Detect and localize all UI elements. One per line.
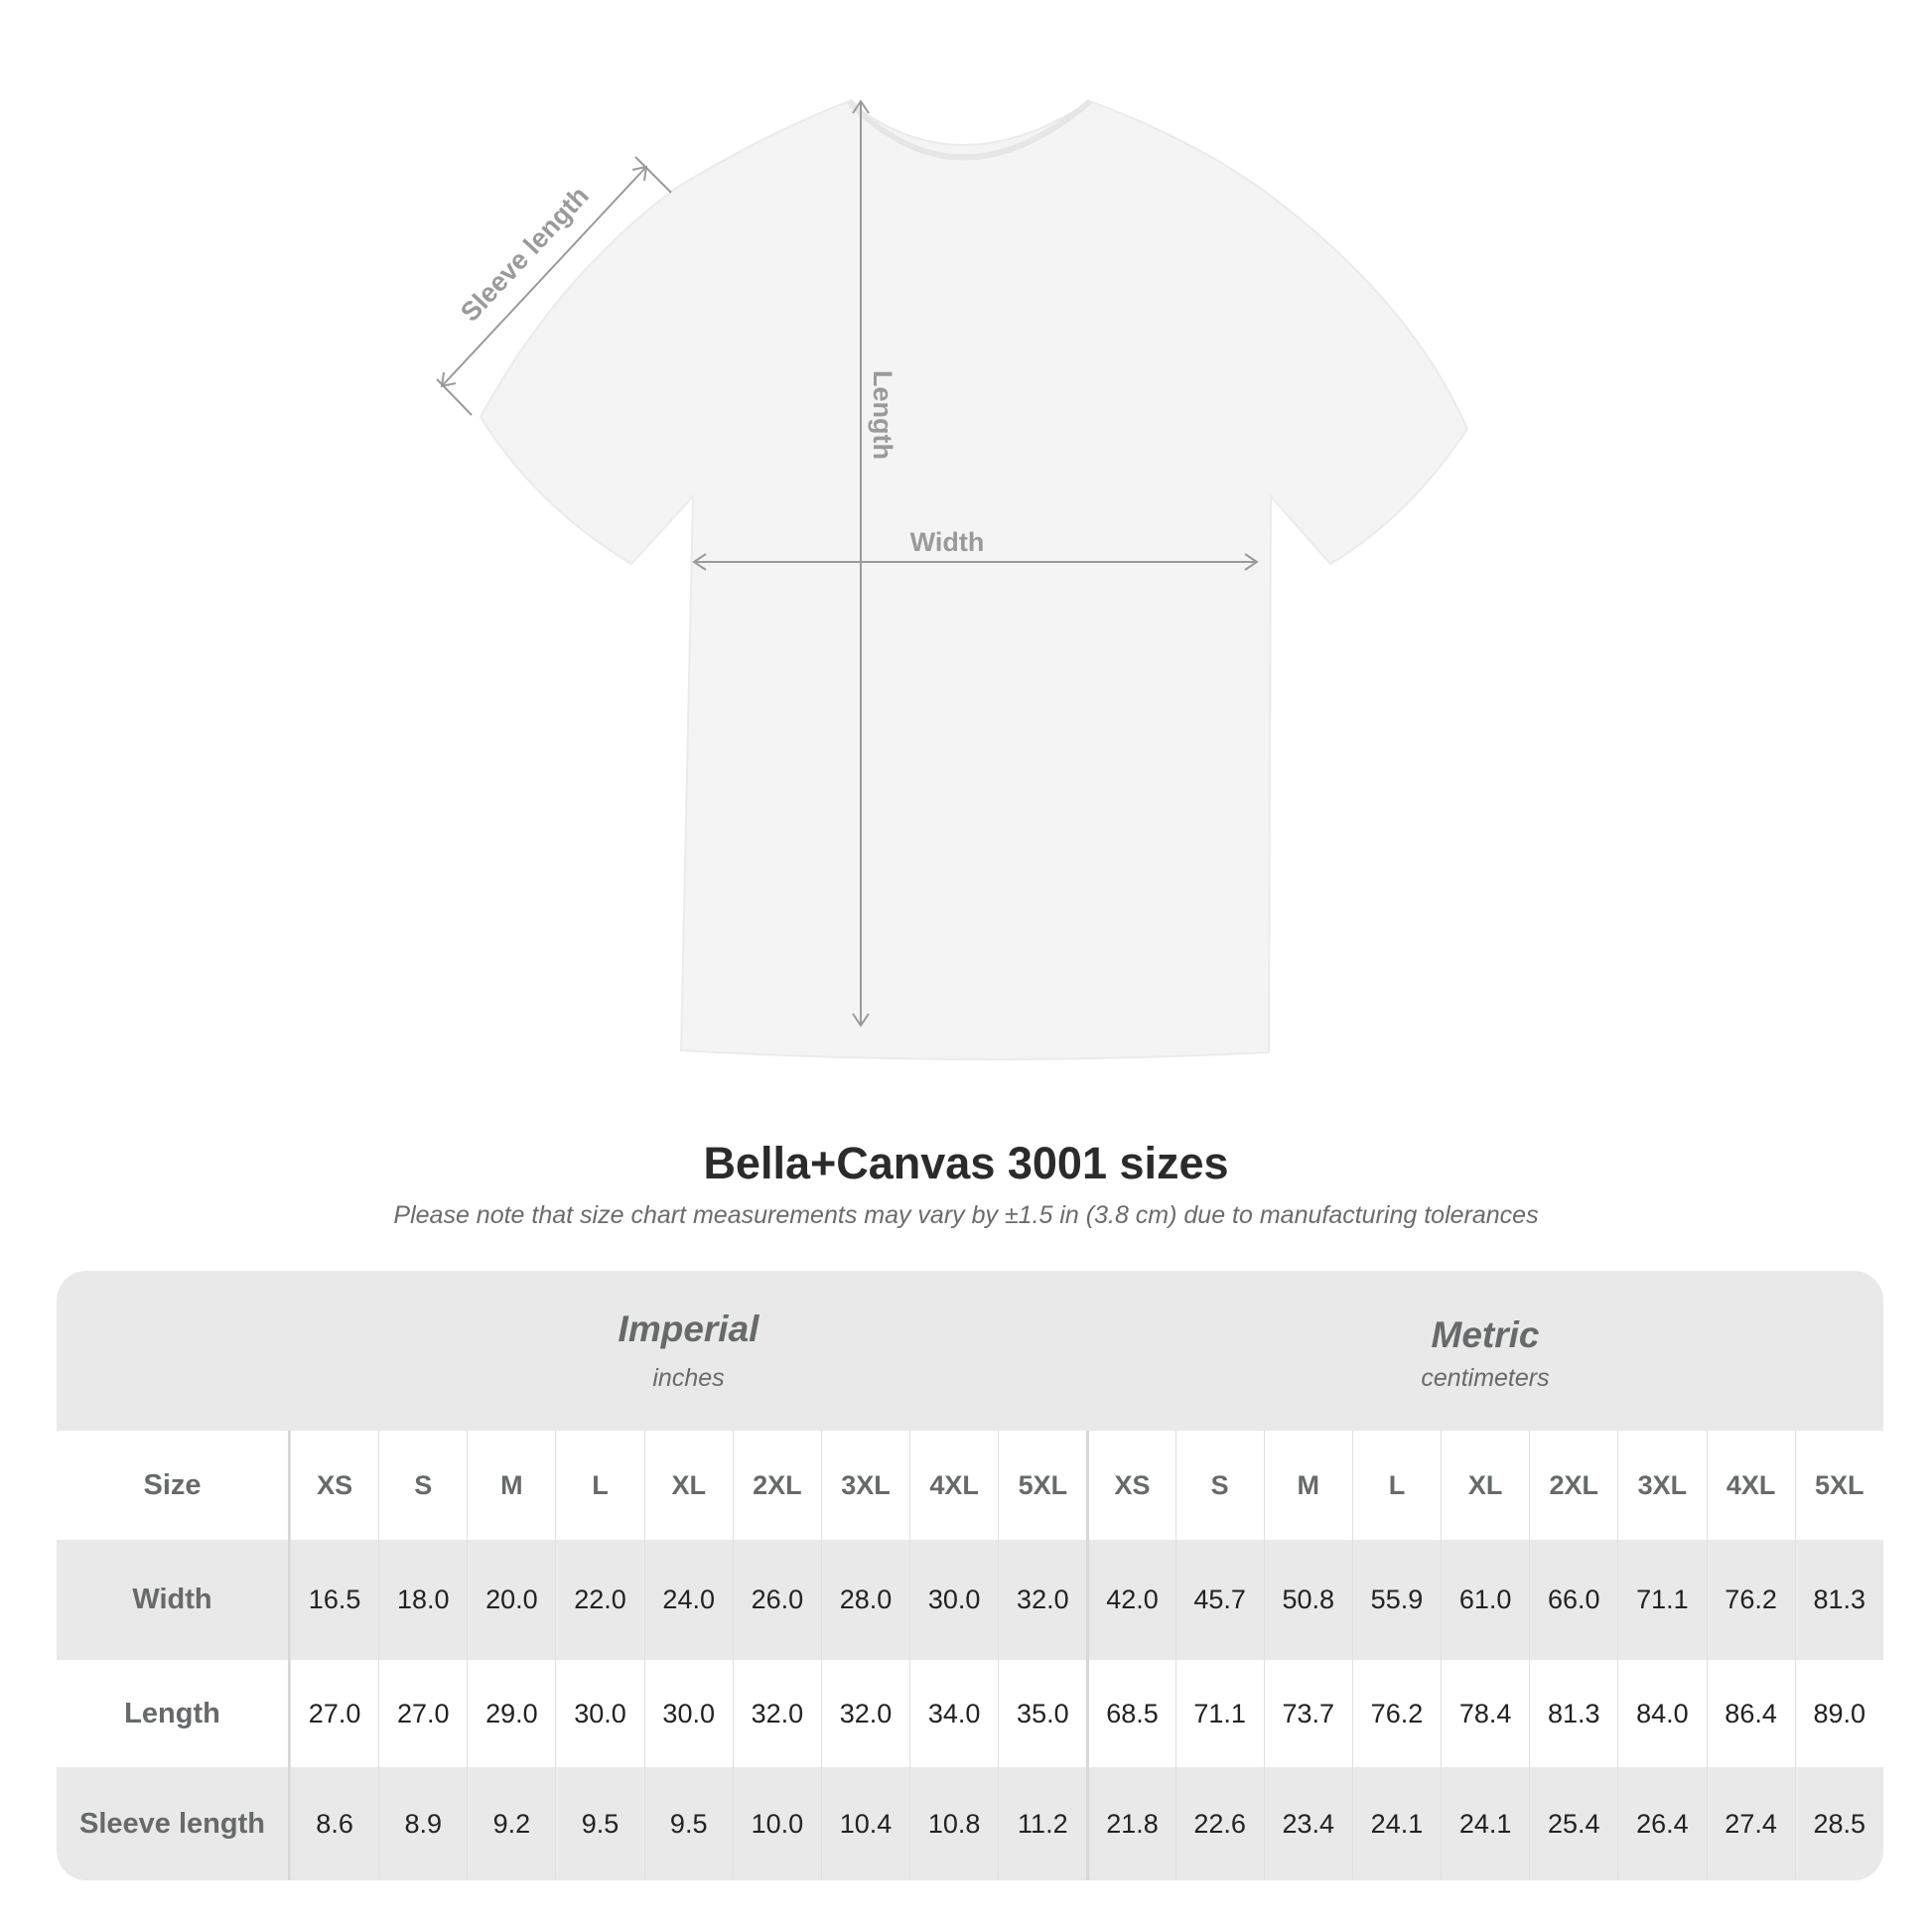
- size-header-cell: L: [1351, 1431, 1441, 1540]
- table-cell: 22.6: [1174, 1767, 1264, 1880]
- size-header-cell: XS: [1086, 1431, 1174, 1540]
- tolerance-note: Please note that size chart measurements…: [393, 1201, 1539, 1229]
- width-label: Width: [910, 527, 985, 557]
- imperial-unit: inches: [652, 1364, 725, 1392]
- table-cell: 27.0: [290, 1660, 378, 1767]
- length-label: Length: [868, 370, 897, 460]
- table-cell: 30.0: [909, 1540, 998, 1660]
- size-header-cell: 4XL: [909, 1431, 998, 1540]
- page-title: Bella+Canvas 3001 sizes: [703, 1138, 1229, 1188]
- table-cell: 8.6: [290, 1767, 378, 1880]
- table-cell: 27.0: [378, 1660, 467, 1767]
- table-cell: 10.4: [820, 1767, 909, 1880]
- size-header-cell: XL: [643, 1431, 733, 1540]
- table-row: Length 27.0 27.0 29.0 30.0 30.0 32.0 32.0 34.0 35…: [57, 1660, 1883, 1767]
- table-cell: 50.8: [1263, 1540, 1352, 1660]
- measure-arrows: [436, 99, 1259, 1028]
- table-cell: 10.0: [732, 1767, 821, 1880]
- table-cell: 23.4: [1263, 1767, 1352, 1880]
- table-cell: 9.5: [643, 1767, 733, 1880]
- row-label: Size: [57, 1431, 290, 1540]
- size-header-cell: 2XL: [1529, 1431, 1617, 1540]
- size-header-cell: M: [467, 1431, 555, 1540]
- size-header-cell: 5XL: [998, 1431, 1086, 1540]
- table-cell: 32.0: [998, 1540, 1086, 1660]
- table-header-band: [57, 1271, 1883, 1431]
- table-cell: 24.1: [1351, 1767, 1441, 1880]
- size-header-cell: 5XL: [1794, 1431, 1883, 1540]
- size-header-cell: 3XL: [1617, 1431, 1706, 1540]
- table-cell: 61.0: [1441, 1540, 1529, 1660]
- size-header-cell: XS: [290, 1431, 378, 1540]
- table-cell: 8.9: [378, 1767, 467, 1880]
- metric-header: Metric centimeters: [1087, 1271, 1883, 1393]
- table-cell: 30.0: [643, 1660, 733, 1767]
- table-cell: 20.0: [467, 1540, 555, 1660]
- row-label: Width: [57, 1540, 290, 1660]
- size-header-cell: 4XL: [1706, 1431, 1795, 1540]
- table-cell: 28.0: [820, 1540, 909, 1660]
- table-cell: 68.5: [1086, 1660, 1174, 1767]
- table-cell: 9.2: [467, 1767, 555, 1880]
- table-cell: 30.0: [555, 1660, 643, 1767]
- table-cell: 84.0: [1617, 1660, 1706, 1767]
- table-cell: 21.8: [1086, 1767, 1174, 1880]
- table-cell: 71.1: [1174, 1660, 1264, 1767]
- table-cell: 78.4: [1441, 1660, 1529, 1767]
- table-cell: 32.0: [732, 1660, 821, 1767]
- table-cell: 35.0: [998, 1660, 1086, 1767]
- size-header-cell: XL: [1441, 1431, 1529, 1540]
- size-header-cell: M: [1263, 1431, 1352, 1540]
- table-cell: 24.0: [643, 1540, 733, 1660]
- tshirt-diagram: Sleeve length Length Width: [436, 98, 1469, 1061]
- table-cell: 9.5: [555, 1767, 643, 1880]
- table-cell: 42.0: [1086, 1540, 1174, 1660]
- size-table: Imperial inches Metric centimeters Size X…: [57, 1271, 1883, 1880]
- size-header-cell: 2XL: [732, 1431, 821, 1540]
- size-header-row: Size XS S M L XL 2XL 3XL 4XL 5XL XS S M L XL 2XL 3XL 4XL 5…: [57, 1431, 1883, 1540]
- table-cell: 76.2: [1351, 1660, 1441, 1767]
- table-cell: 81.3: [1529, 1660, 1617, 1767]
- table-cell: 34.0: [909, 1660, 998, 1767]
- table-cell: 26.4: [1617, 1767, 1706, 1880]
- table-cell: 86.4: [1706, 1660, 1795, 1767]
- table-cell: 89.0: [1794, 1660, 1883, 1767]
- table-cell: 81.3: [1794, 1540, 1883, 1660]
- table-cell: 71.1: [1617, 1540, 1706, 1660]
- metric-unit: centimeters: [1421, 1364, 1550, 1392]
- size-header-cell: 3XL: [820, 1431, 909, 1540]
- imperial-header: Imperial inches: [290, 1271, 1087, 1393]
- row-label: Length: [57, 1660, 290, 1767]
- table-row: Sleeve length 8.6 8.9 9.2 9.5 9.5 10.0 10.4 10.8…: [57, 1767, 1883, 1880]
- table-row: Width 16.5 18.0 20.0 22.0 24.0 26.0 28.0 30.0 32.…: [57, 1540, 1883, 1660]
- tshirt-shape: [479, 99, 1469, 1061]
- table-cell: 73.7: [1263, 1660, 1352, 1767]
- table-cell: 10.8: [909, 1767, 998, 1880]
- table-cell: 66.0: [1529, 1540, 1617, 1660]
- table-cell: 76.2: [1706, 1540, 1795, 1660]
- row-label: Sleeve length: [57, 1767, 290, 1880]
- table-cell: 45.7: [1174, 1540, 1264, 1660]
- table-cell: 29.0: [467, 1660, 555, 1767]
- table-cell: 55.9: [1351, 1540, 1441, 1660]
- table-cell: 18.0: [378, 1540, 467, 1660]
- size-header-cell: S: [378, 1431, 467, 1540]
- metric-title: Metric: [1431, 1314, 1540, 1355]
- table-cell: 27.4: [1706, 1767, 1795, 1880]
- imperial-title: Imperial: [618, 1309, 759, 1349]
- size-header-cell: S: [1174, 1431, 1264, 1540]
- table-cell: 16.5: [290, 1540, 378, 1660]
- table-cell: 32.0: [820, 1660, 909, 1767]
- table-cell: 26.0: [732, 1540, 821, 1660]
- table-cell: 25.4: [1529, 1767, 1617, 1880]
- table-cell: 22.0: [555, 1540, 643, 1660]
- table-cell: 11.2: [998, 1767, 1086, 1880]
- table-cell: 24.1: [1441, 1767, 1529, 1880]
- size-header-cell: L: [555, 1431, 643, 1540]
- table-cell: 28.5: [1794, 1767, 1883, 1880]
